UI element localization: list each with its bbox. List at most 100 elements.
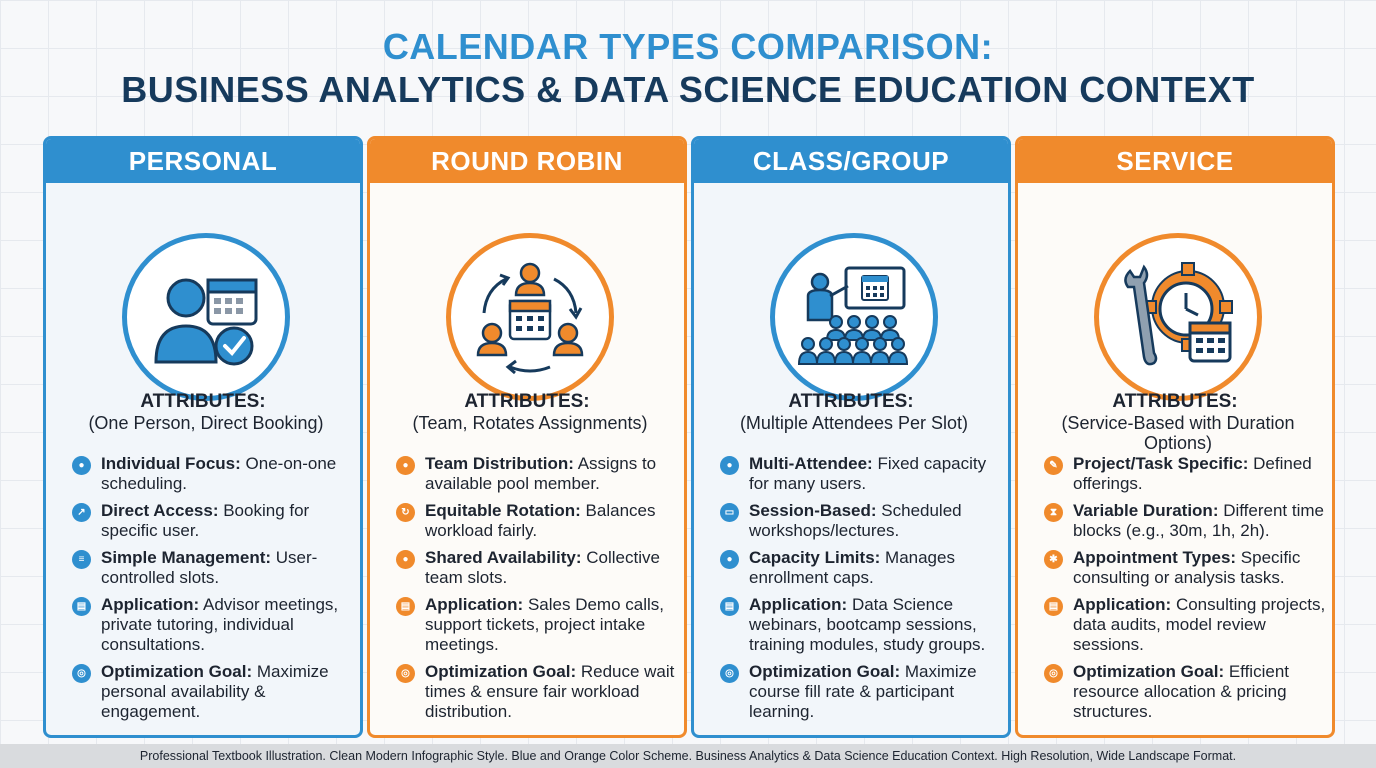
list-item: ▤ Application: Consulting projects, data … bbox=[1044, 595, 1326, 655]
item-label: Capacity Limits: bbox=[749, 548, 881, 567]
item-label: Application: bbox=[749, 595, 848, 614]
item-label: Session-Based: bbox=[749, 501, 877, 520]
item-label: Application: bbox=[425, 595, 524, 614]
target-icon: ◎ bbox=[720, 664, 739, 683]
list-item: ✎ Project/Task Specific: Defined offering… bbox=[1044, 454, 1326, 494]
list-item: ● Individual Focus: One-on-one scheduling… bbox=[72, 454, 354, 494]
list-item: ◎ Optimization Goal: Maximize course fill… bbox=[720, 662, 1002, 722]
item-text: Advisor meetings, private tutoring, indi… bbox=[101, 595, 339, 654]
list-item: ▤ Application: Data Science webinars, boo… bbox=[720, 595, 1002, 655]
list-item: ● Team Distribution: Assigns to available… bbox=[396, 454, 678, 494]
item-text: Defined offerings. bbox=[1073, 454, 1312, 493]
list-item: ↗ Direct Access: Booking for specific use… bbox=[72, 501, 354, 541]
item-label: Optimization Goal: bbox=[425, 662, 577, 681]
gear-icon: ✱ bbox=[1044, 550, 1063, 569]
attributes-subtitle: (Multiple Attendees Per Slot) bbox=[739, 413, 969, 433]
hourglass-icon: ⧗ bbox=[1044, 503, 1063, 522]
item-text: Manages enrollment caps. bbox=[749, 548, 955, 587]
page-title: CALENDAR TYPES COMPARISON: BUSINESS ANAL… bbox=[0, 26, 1376, 112]
wrench-gear-clock-calendar-icon bbox=[1094, 233, 1262, 401]
attribute-list: ● Individual Focus: One-on-one scheduling… bbox=[72, 454, 354, 729]
list-item: ● Capacity Limits: Manages enrollment cap… bbox=[720, 548, 1002, 588]
item-label: Direct Access: bbox=[101, 501, 219, 520]
link-icon: ↗ bbox=[72, 503, 91, 522]
footer-caption: Professional Textbook Illustration. Clea… bbox=[0, 744, 1376, 768]
item-label: Equitable Rotation: bbox=[425, 501, 581, 520]
item-label: Appointment Types: bbox=[1073, 548, 1237, 567]
card-personal: PERSONAL ATTRIBUTES: (One Person, Direct… bbox=[43, 136, 363, 738]
document-icon: ▤ bbox=[1044, 597, 1063, 616]
item-text: Reduce wait times & ensure fair workload… bbox=[425, 662, 675, 721]
list-item: ◎ Optimization Goal: Reduce wait times & … bbox=[396, 662, 678, 722]
team-icon: ● bbox=[720, 550, 739, 569]
attribute-list: ✎ Project/Task Specific: Defined offering… bbox=[1044, 454, 1326, 729]
item-text: Maximize personal availability & engagem… bbox=[101, 662, 329, 721]
item-label: Shared Availability: bbox=[425, 548, 582, 567]
card-service: SERVICE ATTRIBUTES: (Service-Based with … bbox=[1015, 136, 1335, 738]
item-text: Specific consulting or analysis tasks. bbox=[1073, 548, 1301, 587]
document-icon: ▤ bbox=[396, 597, 415, 616]
card-class-group: CLASS/GROUP ATTRIBUTES: (Multiple Attend… bbox=[691, 136, 1011, 738]
card-header: PERSONAL bbox=[46, 139, 360, 183]
item-text: Balances workload fairly. bbox=[425, 501, 656, 540]
classroom-presentation-icon bbox=[770, 233, 938, 401]
item-label: Optimization Goal: bbox=[749, 662, 901, 681]
item-text: Scheduled workshops/lectures. bbox=[749, 501, 962, 540]
target-icon: ◎ bbox=[72, 664, 91, 683]
list-icon: ≡ bbox=[72, 550, 91, 569]
list-item: ✱ Appointment Types: Specific consulting … bbox=[1044, 548, 1326, 588]
team-icon: ● bbox=[396, 550, 415, 569]
list-item: ⧗ Variable Duration: Different time block… bbox=[1044, 501, 1326, 541]
list-item: ● Multi-Attendee: Fixed capacity for many… bbox=[720, 454, 1002, 494]
item-label: Application: bbox=[101, 595, 200, 614]
attribute-list: ● Multi-Attendee: Fixed capacity for many… bbox=[720, 454, 1002, 729]
card-header: CLASS/GROUP bbox=[694, 139, 1008, 183]
item-label: Team Distribution: bbox=[425, 454, 574, 473]
attributes-subtitle: (Team, Rotates Assignments) bbox=[412, 413, 648, 433]
list-item: ▤ Application: Sales Demo calls, support … bbox=[396, 595, 678, 655]
item-label: Application: bbox=[1073, 595, 1172, 614]
item-label: Variable Duration: bbox=[1073, 501, 1219, 520]
list-item: ≡ Simple Management: User-controlled slot… bbox=[72, 548, 354, 588]
item-label: Multi-Attendee: bbox=[749, 454, 873, 473]
item-text: User-controlled slots. bbox=[101, 548, 318, 587]
user-icon: ● bbox=[72, 456, 91, 475]
item-text: Sales Demo calls, support tickets, proje… bbox=[425, 595, 664, 654]
attributes-subtitle: (One Person, Direct Booking) bbox=[88, 413, 324, 433]
list-item: ◎ Optimization Goal: Efficient resource a… bbox=[1044, 662, 1326, 722]
item-label: Simple Management: bbox=[101, 548, 272, 567]
rotate-icon: ↻ bbox=[396, 503, 415, 522]
team-rotation-calendar-icon bbox=[446, 233, 614, 401]
title-line-1: CALENDAR TYPES COMPARISON: bbox=[382, 26, 994, 67]
attributes-title: ATTRIBUTES: bbox=[1112, 391, 1238, 412]
attributes-title: ATTRIBUTES: bbox=[788, 391, 914, 412]
document-icon: ▤ bbox=[72, 597, 91, 616]
attributes-subtitle: (Service-Based with Duration Options) bbox=[1061, 413, 1295, 453]
item-text: Efficient resource allocation & pricing … bbox=[1073, 662, 1289, 721]
list-item: ▤ Application: Advisor meetings, private … bbox=[72, 595, 354, 655]
item-text: Booking for specific user. bbox=[101, 501, 310, 540]
card-round-robin: ROUND ROBIN ATTRIBUTES: (Team, Rotates A… bbox=[367, 136, 687, 738]
target-icon: ◎ bbox=[1044, 664, 1063, 683]
team-icon: ● bbox=[396, 456, 415, 475]
list-item: ↻ Equitable Rotation: Balances workload f… bbox=[396, 501, 678, 541]
item-text: Maximize course fill rate & participant … bbox=[749, 662, 977, 721]
item-label: Optimization Goal: bbox=[101, 662, 253, 681]
target-icon: ◎ bbox=[396, 664, 415, 683]
presentation-icon: ▭ bbox=[720, 503, 739, 522]
card-header: ROUND ROBIN bbox=[370, 139, 684, 183]
card-header: SERVICE bbox=[1018, 139, 1332, 183]
item-label: Project/Task Specific: bbox=[1073, 454, 1249, 473]
item-text: Consulting projects, data audits, model … bbox=[1073, 595, 1326, 654]
item-text: Data Science webinars, bootcamp sessions… bbox=[749, 595, 986, 654]
item-text: Collective team slots. bbox=[425, 548, 660, 587]
item-text: One-on-one scheduling. bbox=[101, 454, 337, 493]
item-text: Fixed capacity for many users. bbox=[749, 454, 987, 493]
person-calendar-check-icon bbox=[122, 233, 290, 401]
item-label: Optimization Goal: bbox=[1073, 662, 1225, 681]
attribute-list: ● Team Distribution: Assigns to available… bbox=[396, 454, 678, 729]
item-text: Different time blocks (e.g., 30m, 1h, 2h… bbox=[1073, 501, 1324, 540]
list-item: ▭ Session-Based: Scheduled workshops/lect… bbox=[720, 501, 1002, 541]
document-icon: ▤ bbox=[720, 597, 739, 616]
team-icon: ● bbox=[720, 456, 739, 475]
